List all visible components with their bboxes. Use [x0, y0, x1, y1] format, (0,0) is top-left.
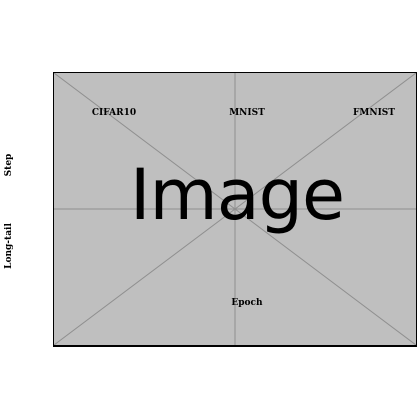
row-label-step: Step [4, 153, 14, 177]
column-label-cifar10: CIFAR10 [91, 108, 137, 118]
column-label-mnist: MNIST [229, 108, 265, 118]
placeholder-bottom-border [53, 345, 417, 347]
row-label-long-tail: Long-tail [4, 223, 14, 269]
column-label-fmnist: FMNIST [353, 108, 395, 118]
placeholder-cross-lines [54, 73, 416, 345]
x-axis-label: Epoch [231, 298, 263, 308]
image-placeholder [53, 72, 417, 346]
placeholder-image-word: Image [129, 154, 345, 236]
